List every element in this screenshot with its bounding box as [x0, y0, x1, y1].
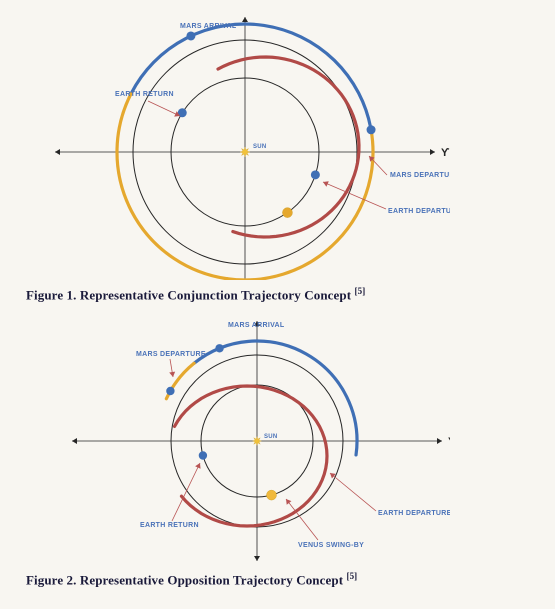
mars-arrival-label-2: MARS ARRIVAL: [228, 322, 285, 329]
gamma-label-2: ϒ: [448, 436, 450, 448]
mars-departure-label: MARS DEPARTURE: [390, 172, 450, 179]
sun-label-2: SUN: [264, 434, 278, 440]
mars-departure-label-2: MARS DEPARTURE: [136, 351, 206, 358]
figure-2: SUN MARS ARRIVAL MARS DEPARTURE EARTH RETUR…: [20, 313, 535, 565]
figure-2-caption-text: Figure 2. Representative Opposition Traj…: [26, 573, 343, 588]
venus-swingby-label: VENUS SWING-BY: [298, 542, 364, 549]
figure-1-svg: SUN MARS ARRIVAL EARTH RETURN MARS DEPARTUR…: [20, 8, 450, 280]
figure-1: SUN MARS ARRIVAL EARTH RETURN MARS DEPARTUR…: [20, 8, 535, 280]
gamma-label: ϒ: [441, 147, 450, 159]
sun-label: SUN: [253, 144, 267, 150]
figure-2-caption-sup: [5]: [346, 571, 357, 581]
earth-return-label-2: EARTH RETURN: [140, 522, 199, 529]
figure-1-caption-text: Figure 1. Representative Conjunction Tra…: [26, 287, 351, 302]
figure-1-caption-sup: [5]: [355, 286, 366, 296]
earth-departure-label-2: EARTH DEPARTURE: [378, 510, 450, 517]
mars-arrival-label: MARS ARRIVAL: [180, 23, 237, 30]
figure-1-caption: Figure 1. Representative Conjunction Tra…: [26, 286, 535, 303]
figure-2-svg: SUN MARS ARRIVAL MARS DEPARTURE EARTH RETUR…: [20, 313, 450, 565]
earth-departure-label: EARTH DEPARTURE: [388, 208, 450, 215]
earth-return-label: EARTH RETURN: [115, 91, 174, 98]
